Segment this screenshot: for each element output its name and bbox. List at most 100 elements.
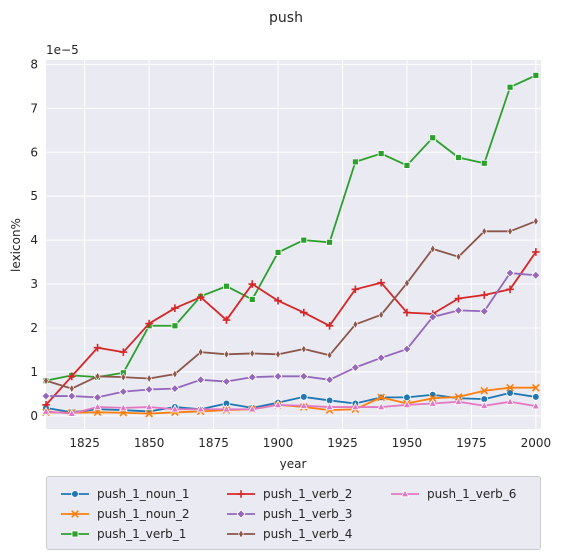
data-point xyxy=(247,372,257,382)
data-point xyxy=(67,372,76,381)
data-point xyxy=(93,343,102,352)
data-point xyxy=(223,349,230,359)
legend-item: push_1_verb_6 xyxy=(391,484,516,504)
legend-label: push_1_verb_6 xyxy=(427,487,517,501)
data-point xyxy=(351,158,359,166)
data-point xyxy=(301,344,307,354)
legend-marker xyxy=(71,510,79,518)
data-point xyxy=(299,400,309,409)
x-tick-label: 1900 xyxy=(263,436,294,450)
data-point xyxy=(506,83,514,91)
data-point xyxy=(506,285,514,294)
legend-item: push_1_verb_4 xyxy=(227,524,352,544)
data-point xyxy=(350,362,360,373)
series-line xyxy=(45,400,536,415)
data-point xyxy=(352,319,359,330)
data-point xyxy=(376,353,386,363)
legend-swatch xyxy=(227,490,255,498)
data-point xyxy=(300,308,308,317)
legend-item: push_1_verb_2 xyxy=(227,484,352,504)
data-point xyxy=(145,409,153,418)
data-point xyxy=(531,270,541,280)
legend-swatch xyxy=(227,509,255,519)
data-point xyxy=(170,384,180,394)
data-point xyxy=(532,248,540,256)
data-point xyxy=(481,226,488,236)
data-point xyxy=(429,134,437,142)
y-tick-label: 3 xyxy=(30,277,38,291)
data-point xyxy=(429,244,436,254)
data-point xyxy=(41,406,51,415)
data-point xyxy=(248,280,257,288)
y-gridlines xyxy=(46,63,541,417)
data-point xyxy=(351,285,360,294)
data-point xyxy=(402,399,412,409)
data-point xyxy=(326,350,333,360)
legend-marker xyxy=(400,489,410,498)
data-point xyxy=(480,291,489,299)
data-point xyxy=(455,252,462,262)
data-point xyxy=(92,392,103,402)
y-tick-label: 8 xyxy=(30,57,38,71)
data-point xyxy=(428,394,437,403)
data-point xyxy=(94,371,101,381)
series-line xyxy=(45,251,537,406)
legend-label: push_1_verb_3 xyxy=(263,507,353,521)
x-tick-label: 1925 xyxy=(327,436,358,450)
data-point xyxy=(197,347,204,357)
y-tick-label: 6 xyxy=(30,145,38,159)
data-point xyxy=(221,376,232,387)
data-point xyxy=(454,294,463,303)
legend-marker xyxy=(236,509,246,519)
series-layer xyxy=(41,71,541,418)
data-point xyxy=(480,400,489,409)
legend-swatch xyxy=(61,530,89,538)
x-tick-label: 1975 xyxy=(456,436,487,450)
data-point xyxy=(532,71,540,79)
data-point xyxy=(247,404,257,413)
data-point xyxy=(455,154,462,161)
data-point xyxy=(325,375,335,385)
data-point xyxy=(403,308,411,317)
legend-item: push_1_noun_1 xyxy=(61,484,190,504)
y-tick-label: 1 xyxy=(30,365,38,379)
legend-item: push_1_verb_1 xyxy=(61,524,186,544)
x-tick-label: 2000 xyxy=(521,436,552,450)
y-tick-labels: 0 1 2 3 4 5 6 7 8 xyxy=(30,57,38,422)
data-point xyxy=(480,159,488,167)
data-point xyxy=(144,402,154,411)
legend-swatch xyxy=(61,510,89,518)
y-offset-label: 1e−5 xyxy=(46,43,79,57)
legend-label: push_1_verb_4 xyxy=(263,527,353,541)
data-point xyxy=(300,393,308,401)
data-point xyxy=(145,319,153,328)
data-point xyxy=(172,369,178,379)
x-tick-label: 1875 xyxy=(198,436,229,450)
data-point xyxy=(119,403,128,412)
data-point xyxy=(376,402,386,411)
legend-swatch xyxy=(391,489,419,498)
legend-marker xyxy=(71,490,79,498)
data-point xyxy=(248,296,256,303)
data-point xyxy=(273,371,283,381)
data-point xyxy=(222,404,231,413)
data-point xyxy=(299,371,309,381)
data-point xyxy=(146,373,152,384)
legend-label: push_1_verb_2 xyxy=(263,487,353,501)
data-point xyxy=(325,402,334,411)
y-tick-label: 7 xyxy=(30,101,38,115)
data-point xyxy=(531,383,540,392)
data-point xyxy=(404,278,410,288)
x-tick-label: 1850 xyxy=(134,436,165,450)
data-point xyxy=(505,396,515,405)
data-point xyxy=(170,404,180,413)
data-point xyxy=(479,306,489,316)
data-point xyxy=(507,226,513,236)
data-point xyxy=(506,389,514,397)
data-point xyxy=(402,344,412,354)
data-point xyxy=(118,387,128,397)
series-line xyxy=(45,220,537,390)
series-push_1_verb_3 xyxy=(41,268,541,402)
data-point xyxy=(531,401,541,410)
series-push_1_verb_4 xyxy=(43,216,539,394)
